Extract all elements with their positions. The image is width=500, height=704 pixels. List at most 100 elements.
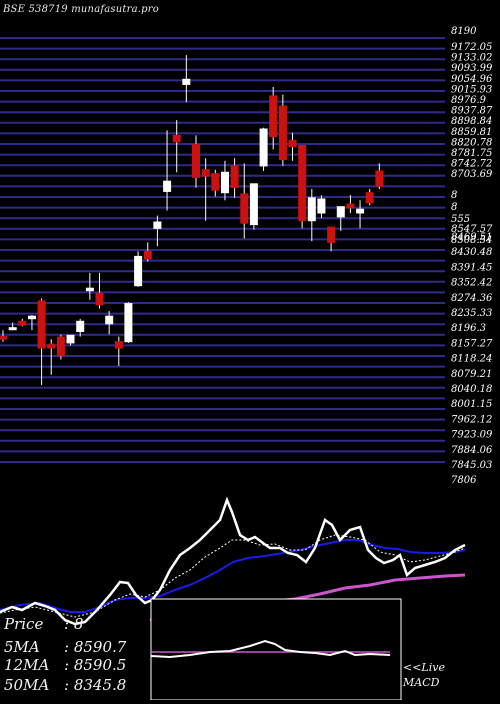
candle-body bbox=[201, 169, 210, 177]
candle-body bbox=[95, 292, 104, 306]
price-tick-label: 9133.02 bbox=[451, 53, 492, 64]
price-tick-label: 8391.45 bbox=[451, 262, 492, 273]
price-tick-label: 8937.87 bbox=[451, 106, 493, 117]
price-tick-label: 8820.78 bbox=[451, 137, 492, 148]
indicator-panel bbox=[0, 496, 466, 701]
candle-body bbox=[365, 192, 374, 204]
macd-line bbox=[150, 639, 391, 659]
candle-body bbox=[336, 206, 345, 218]
candle-body bbox=[0, 336, 7, 340]
price-tick-label: 9054.96 bbox=[451, 74, 493, 85]
axis-label-fragment: 555 bbox=[451, 214, 470, 225]
axis-label-fragment: 8190 bbox=[451, 26, 477, 37]
price-tick-label: 8898.84 bbox=[451, 116, 492, 127]
price-tick-label: 7884.06 bbox=[451, 445, 493, 456]
candle-body bbox=[249, 183, 258, 226]
axis-label-fragment: 8 bbox=[451, 190, 457, 201]
price-tick-label: 8781.75 bbox=[451, 148, 492, 159]
candle-body bbox=[192, 143, 200, 178]
candle-body bbox=[298, 145, 307, 222]
candle-body bbox=[28, 315, 36, 320]
price-tick-label: 8976.9 bbox=[451, 95, 487, 106]
candle-body bbox=[182, 78, 191, 85]
legend-50ma-value: : 8345.8 bbox=[64, 676, 127, 694]
legend-5ma: 5MA : 8590.7 bbox=[4, 638, 126, 656]
price-grid bbox=[0, 37, 445, 463]
price-tick-label: 8001.15 bbox=[451, 399, 492, 410]
price-tick-label: 7845.03 bbox=[451, 460, 492, 471]
candle-body bbox=[288, 139, 297, 148]
candle-body bbox=[134, 255, 143, 287]
price-tick-label: 8742.72 bbox=[451, 159, 492, 170]
price-tick-label: 9015.93 bbox=[451, 84, 492, 95]
price-tick-label: 8430.48 bbox=[451, 247, 492, 258]
price-axis: 9172.059133.029093.999054.969015.938976.… bbox=[451, 26, 493, 486]
chart-title: BSE 538719 munafasutra.pro bbox=[3, 4, 159, 15]
legend-50ma: 50MA : 8345.8 bbox=[4, 676, 126, 694]
candle-body bbox=[76, 320, 85, 332]
ma-short-line bbox=[0, 539, 466, 613]
candle-body bbox=[375, 170, 384, 187]
axis-label-fragment: 8508.54 bbox=[451, 235, 492, 246]
candle-body bbox=[240, 193, 249, 224]
candle-body bbox=[259, 128, 268, 167]
price-tick-label: 8157.27 bbox=[451, 338, 493, 349]
candle-body bbox=[269, 95, 278, 138]
axis-label-fragment: 8 bbox=[451, 202, 457, 213]
axis-label-fragment: 8547.57 bbox=[451, 224, 493, 235]
candle-body bbox=[37, 300, 46, 349]
candle-body bbox=[124, 303, 133, 343]
candle-body bbox=[211, 173, 220, 191]
candle-body bbox=[327, 226, 336, 243]
candle-body bbox=[66, 334, 75, 344]
macd-title: MACD bbox=[403, 676, 440, 689]
price-tick-label: 7806 bbox=[451, 475, 477, 486]
candle-body bbox=[153, 221, 162, 229]
price-tick-label: 7923.09 bbox=[451, 430, 493, 441]
candle-body bbox=[221, 171, 229, 194]
price-tick-label: 8118.24 bbox=[451, 354, 492, 365]
macd-box bbox=[150, 598, 402, 701]
price-line bbox=[0, 496, 466, 626]
legend-5ma-value: : 8590.7 bbox=[64, 638, 127, 656]
price-tick-label: 8040.18 bbox=[451, 384, 492, 395]
candle-body bbox=[47, 343, 56, 349]
price-tick-label: 8274.36 bbox=[451, 293, 493, 304]
legend-50ma-key: 50MA bbox=[4, 676, 50, 694]
candle-body bbox=[356, 208, 365, 214]
price-tick-label: 8703.69 bbox=[451, 169, 493, 180]
price-tick-label: 8352.42 bbox=[451, 278, 492, 289]
candle-body bbox=[8, 327, 17, 331]
legend-5ma-key: 5MA bbox=[4, 638, 40, 656]
candle-body bbox=[56, 336, 65, 357]
price-tick-label: 8859.81 bbox=[451, 127, 492, 138]
candle-body bbox=[278, 105, 287, 161]
candle-body bbox=[85, 287, 94, 292]
candle-body bbox=[307, 197, 316, 222]
candle-body bbox=[172, 134, 181, 143]
price-tick-label: 7962.12 bbox=[451, 414, 492, 425]
legend-12ma: 12MA : 8590.5 bbox=[4, 656, 126, 674]
legend-12ma-value: : 8590.5 bbox=[64, 656, 127, 674]
price-tick-label: 8196.3 bbox=[451, 323, 486, 334]
candle-body bbox=[230, 165, 239, 189]
price-tick-label: 8079.21 bbox=[451, 369, 492, 380]
price-tick-label: 9172.05 bbox=[451, 42, 492, 53]
candle-body bbox=[18, 320, 27, 326]
price-tick-label: 9093.99 bbox=[451, 63, 493, 74]
price-tick-label: 8469.51 bbox=[451, 232, 492, 243]
candle-body bbox=[114, 341, 123, 349]
candle-body bbox=[346, 203, 355, 209]
candle-body bbox=[143, 250, 152, 260]
legend-price-key: Price bbox=[4, 615, 44, 633]
candle-body bbox=[105, 315, 114, 325]
legend-price: Price : 8 bbox=[4, 615, 83, 633]
legend-12ma-key: 12MA bbox=[4, 656, 50, 674]
candle-body bbox=[163, 180, 172, 192]
price-tick-label: 8235.33 bbox=[451, 308, 492, 319]
macd-live-label: <<Live bbox=[403, 661, 445, 674]
candles bbox=[0, 55, 384, 385]
legend-price-value: : 8 bbox=[64, 615, 84, 633]
